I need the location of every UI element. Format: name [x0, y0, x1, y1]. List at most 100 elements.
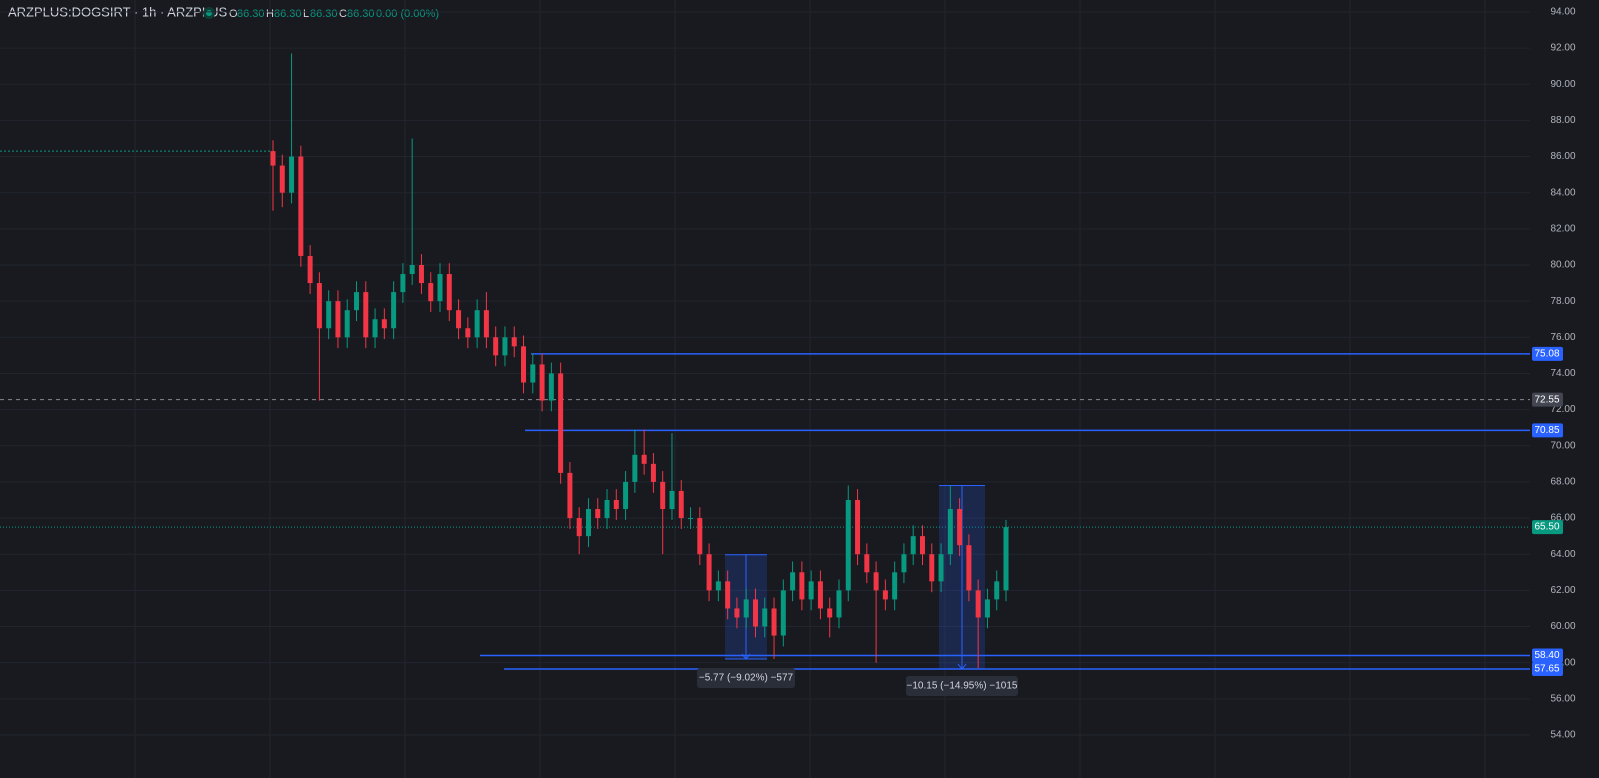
candle-body [697, 518, 703, 555]
candle-body [715, 581, 721, 591]
candle-body [994, 581, 1000, 600]
y-tick-label: 88.00 [1550, 115, 1575, 126]
measure-label: −10.15 (−14.95%) −1015 [907, 681, 1018, 692]
measure-label: −5.77 (−9.02%) −577 [699, 673, 794, 684]
candle-body [381, 319, 387, 329]
candle-body [706, 554, 712, 591]
candle-body [817, 581, 823, 609]
candle-body [743, 599, 749, 618]
candle-body [864, 554, 870, 573]
candle-body [493, 337, 499, 356]
candle-body [892, 572, 898, 600]
price-label: 58.40 [1534, 650, 1559, 661]
price-label-bg [1532, 392, 1563, 407]
y-tick-label: 78.00 [1550, 296, 1575, 307]
y-tick-label: 80.00 [1550, 260, 1575, 271]
ohlc-label: H [266, 8, 274, 20]
candle-body [326, 301, 332, 329]
candle-body [947, 509, 953, 555]
candle-body [910, 536, 916, 555]
ohlc-label: C [339, 8, 347, 20]
candle-body [465, 328, 471, 338]
candle-body [391, 292, 397, 329]
y-tick-label: 72.00 [1550, 404, 1575, 415]
y-tick-label: 76.00 [1550, 332, 1575, 343]
candle-body [836, 590, 842, 618]
candle-body [929, 554, 935, 582]
measure-label-bg [906, 676, 1018, 696]
y-tick-label: 94.00 [1550, 7, 1575, 18]
candle-body [289, 156, 295, 193]
candle-body [576, 518, 582, 537]
measure-arrow-head [957, 663, 967, 670]
candle-body [975, 590, 981, 618]
candle-body [604, 499, 610, 519]
price-label: 57.65 [1534, 664, 1559, 675]
y-tick-label: 62.00 [1550, 585, 1575, 596]
y-tick-label: 58.00 [1550, 657, 1575, 668]
candle-body [298, 156, 304, 256]
measure-arrow-head [741, 653, 751, 660]
candle-body [957, 509, 963, 546]
price-label-bg [1532, 423, 1563, 438]
candle-body [901, 554, 907, 573]
candle-body [539, 364, 545, 401]
candle-body [372, 319, 378, 338]
y-tick-label: 60.00 [1550, 621, 1575, 632]
ohlc-value: 86.30 [310, 8, 338, 20]
ohlc-value: 86.30 [347, 8, 375, 20]
candle-body [650, 463, 656, 482]
candle-body [548, 373, 554, 401]
candle-body [734, 608, 740, 618]
candle-body [613, 499, 619, 510]
candle-body [966, 545, 972, 591]
candle-body [354, 292, 360, 311]
candle-body [307, 255, 313, 284]
candle-body [688, 518, 694, 520]
candle-body [409, 264, 415, 275]
candle-body [474, 310, 480, 338]
candle-body [502, 337, 508, 356]
ohlc-label: O [229, 8, 238, 20]
price-label: 72.55 [1534, 394, 1559, 405]
candle-body [808, 581, 814, 600]
candle-body [456, 310, 462, 329]
ohlc-value: 86.30 [237, 8, 265, 20]
change-value: 0.00 (0.00%) [376, 8, 439, 20]
price-label-bg [1532, 648, 1563, 663]
candle-body [882, 590, 888, 600]
status-dot-core [206, 10, 212, 16]
candle-body [632, 454, 638, 482]
y-tick-label: 90.00 [1550, 79, 1575, 90]
candle-body [827, 608, 833, 618]
candle-body [752, 599, 758, 627]
candle-body [660, 481, 666, 510]
candle-body [418, 264, 424, 284]
y-tick-label: 70.00 [1550, 440, 1575, 451]
candle-body [984, 599, 990, 618]
candle-body [344, 310, 350, 338]
price-label-bg [1532, 346, 1563, 361]
candle-body [335, 301, 341, 338]
candle-body [771, 608, 777, 636]
y-tick-label: 84.00 [1550, 187, 1575, 198]
candle-body [595, 509, 601, 519]
y-tick-label: 82.00 [1550, 223, 1575, 234]
vertical-grid [134, 0, 1486, 778]
candle-body [400, 274, 406, 293]
candle-body [623, 481, 629, 510]
candle-body [530, 364, 536, 383]
candle-body [483, 310, 489, 338]
price-label: 75.08 [1534, 349, 1559, 360]
candle-body [855, 499, 861, 555]
candle-body [845, 499, 851, 591]
candle-body [938, 554, 944, 582]
candle-body [446, 274, 452, 311]
candle-body [585, 509, 591, 537]
y-tick-label: 92.00 [1550, 43, 1575, 54]
y-tick-label: 66.00 [1550, 513, 1575, 524]
price-label-bg [1532, 520, 1563, 535]
candle-body [669, 490, 675, 510]
